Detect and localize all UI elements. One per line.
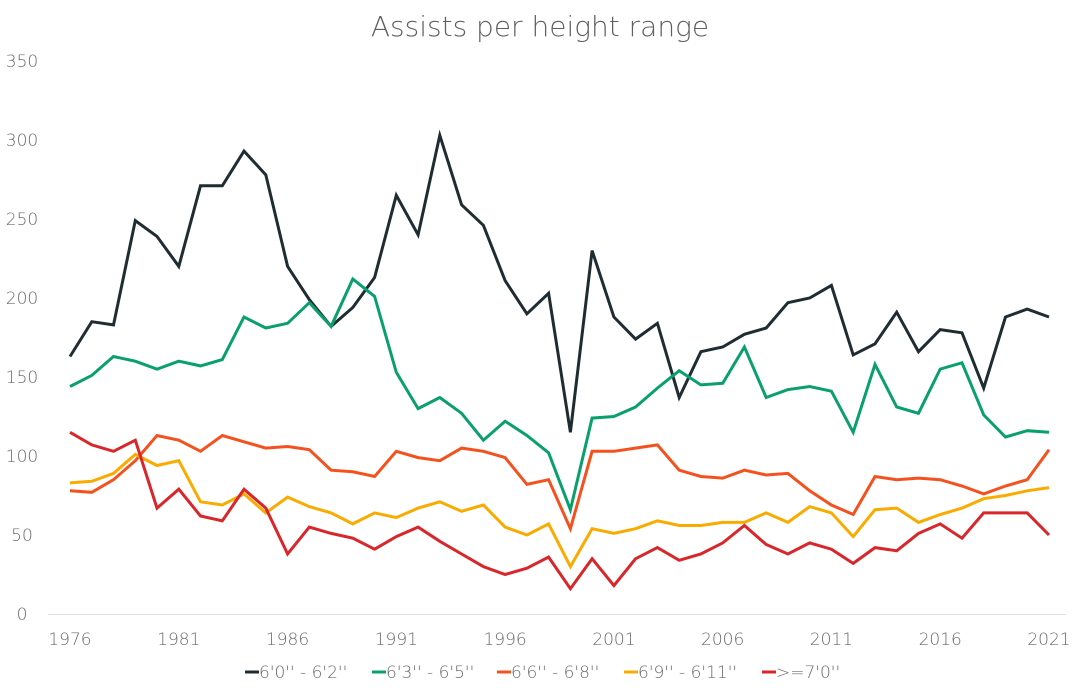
series-lines: [68, 129, 1051, 592]
legend-item: 6'0'' - 6'2'': [245, 663, 347, 683]
x-tick-label: 2001: [592, 630, 635, 650]
legend-item: >=7'0'': [762, 663, 840, 683]
y-tick-label: 150: [6, 368, 38, 388]
legend-label: 6'3'' - 6'5'': [386, 663, 474, 683]
x-axis: 1976 1981 1986 1991 1996 2001 2006 2011 2016 2021: [48, 630, 1070, 650]
y-axis: 0 50 100 150 200 250 300 350: [6, 52, 38, 625]
legend-label: >=7'0'': [776, 663, 840, 683]
legend-item: 6'9'' - 6'11'': [624, 663, 737, 683]
series-line-1: [69, 276, 1050, 515]
legend-label: 6'0'' - 6'2'': [259, 663, 347, 683]
y-tick-label: 50: [11, 526, 33, 546]
y-tick-label: 250: [6, 210, 38, 230]
x-tick-label: 1981: [157, 630, 200, 650]
y-tick-label: 300: [6, 131, 38, 151]
chart-title: Assists per height range: [371, 10, 709, 43]
series-line-2: [69, 433, 1051, 534]
y-tick-label: 200: [6, 289, 38, 309]
y-tick-label: 100: [6, 447, 38, 467]
y-tick-label: 350: [6, 52, 38, 72]
series-line-4: [69, 431, 1051, 592]
x-tick-label: 2006: [701, 630, 744, 650]
series-line-3: [69, 452, 1050, 570]
legend: 6'0'' - 6'2'' 6'3'' - 6'5'' 6'6'' - 6'8'' 6…: [245, 663, 840, 683]
series-line-0: [68, 129, 1050, 433]
legend-item: 6'3'' - 6'5'': [372, 663, 474, 683]
y-tick-label: 0: [17, 605, 28, 625]
x-tick-label: 2016: [919, 630, 962, 650]
legend-item: 6'6'' - 6'8'': [497, 663, 599, 683]
legend-label: 6'9'' - 6'11'': [638, 663, 737, 683]
x-tick-label: 2011: [810, 630, 853, 650]
legend-label: 6'6'' - 6'8'': [511, 663, 599, 683]
x-tick-label: 2021: [1027, 630, 1070, 650]
x-tick-label: 1996: [483, 630, 526, 650]
x-tick-label: 1986: [266, 630, 309, 650]
x-tick-label: 1976: [48, 630, 91, 650]
x-tick-label: 1991: [375, 630, 418, 650]
